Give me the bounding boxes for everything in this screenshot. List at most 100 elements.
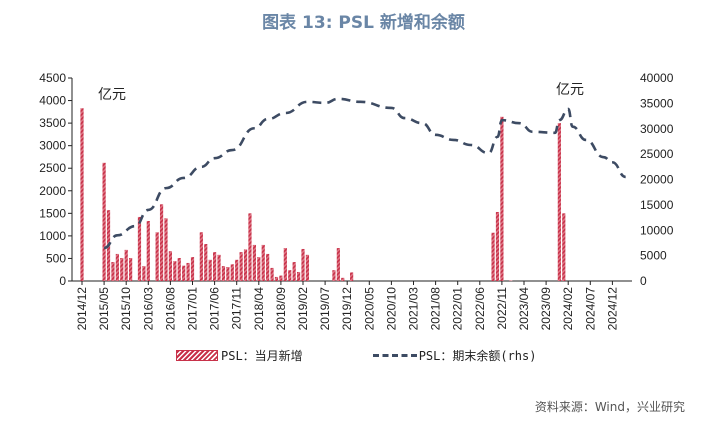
bar-2016-11 xyxy=(182,265,186,281)
bar-2024-01 xyxy=(562,213,566,281)
right-tick-label: 30000 xyxy=(640,122,674,136)
bar-2018-02 xyxy=(248,213,252,281)
x-tick-label: 2018/04 xyxy=(252,287,266,331)
bar-2020-01 xyxy=(350,272,354,281)
right-tick-label: 25000 xyxy=(640,147,674,161)
x-tick-label: 2015/05 xyxy=(97,287,111,331)
bar-2015-10 xyxy=(124,249,128,281)
x-tick-label: 2023/09 xyxy=(539,287,553,331)
bar-2019-03 xyxy=(305,254,310,281)
bar-2018-04 xyxy=(257,257,261,281)
right-tick-label: 15000 xyxy=(640,198,674,212)
x-tick-label: 2017/06 xyxy=(208,287,222,331)
bar-2016-08 xyxy=(168,251,172,281)
bar-2018-07 xyxy=(270,267,274,281)
bar-2016-10 xyxy=(177,257,181,281)
bar-2019-10 xyxy=(336,248,340,281)
x-tick-label: 2021/03 xyxy=(407,287,421,331)
x-tick-label: 2015/10 xyxy=(119,287,133,331)
bar-2018-06 xyxy=(266,253,270,281)
bar-2017-07 xyxy=(217,254,221,281)
bar-2018-03 xyxy=(252,244,256,281)
bar-2022-10 xyxy=(495,211,500,281)
bar-2018-01 xyxy=(243,249,248,281)
chart-title: 图表 13: PSL 新增和余额 xyxy=(262,13,465,33)
left-axis-unit: 亿元 xyxy=(98,87,126,103)
x-tick-label: 2014/12 xyxy=(75,287,89,331)
source-note: 资料来源：Wind，兴业研究 xyxy=(534,400,685,414)
bar-2016-12 xyxy=(186,262,190,281)
right-tick-label: 0 xyxy=(640,274,647,288)
x-tick-label: 2024/12 xyxy=(605,287,619,331)
bar-2017-06 xyxy=(213,252,217,281)
left-tick-label: 1500 xyxy=(39,206,66,220)
left-tick-label: 1000 xyxy=(39,229,66,243)
bar-2018-05 xyxy=(261,244,265,281)
bar-2016-09 xyxy=(173,261,177,281)
bar-2018-08 xyxy=(274,276,279,281)
bar-2018-10 xyxy=(283,248,287,281)
bar-2019-11 xyxy=(341,277,345,281)
bar-2017-12 xyxy=(239,252,243,281)
x-tick-label: 2017/01 xyxy=(186,287,200,331)
x-tick-label: 2016/08 xyxy=(163,287,177,331)
x-tick-label: 2020/05 xyxy=(362,287,376,331)
bar-2018-09 xyxy=(279,275,283,281)
legend-bar-swatch xyxy=(176,350,218,361)
left-tick-label: 0 xyxy=(59,274,66,288)
x-tick-label: 2018/09 xyxy=(274,287,288,331)
left-tick-label: 4000 xyxy=(39,94,66,108)
bar-2016-02 xyxy=(142,266,146,281)
left-tick-label: 3500 xyxy=(39,116,66,130)
left-tick-label: 2500 xyxy=(39,161,66,175)
bar-2015-08 xyxy=(115,253,119,281)
legend-bar-label: PSL：当月新增 xyxy=(221,349,303,363)
bar-2019-09 xyxy=(332,270,336,281)
x-tick-label: 2016/03 xyxy=(141,287,155,331)
balance-line xyxy=(103,97,627,250)
bar-2017-03 xyxy=(199,232,203,281)
bar-2023-01 xyxy=(509,280,513,282)
bar-2022-09 xyxy=(491,232,495,281)
bar-2017-09 xyxy=(226,267,230,281)
bar-2015-07 xyxy=(111,262,115,281)
legend: PSL：当月新增 PSL：期末余额(rhs) xyxy=(176,347,537,364)
left-tick-label: 3000 xyxy=(39,139,66,153)
left-tick-label: 2000 xyxy=(39,184,66,198)
bar-2017-01 xyxy=(190,257,195,281)
bar-2017-04 xyxy=(204,244,208,281)
bar-2016-05 xyxy=(155,232,159,281)
legend-line-swatch xyxy=(372,354,417,357)
left-tick-label: 500 xyxy=(46,251,66,265)
x-tick-label: 2024/07 xyxy=(583,287,597,331)
bar-2015-09 xyxy=(120,257,124,281)
bar-2014-12 xyxy=(80,108,84,281)
x-tick-label: 2022/11 xyxy=(495,287,509,330)
x-tick-label: 2022/06 xyxy=(473,287,487,331)
x-tick-label: 2017/11 xyxy=(230,287,244,330)
bar-2015-05 xyxy=(102,162,106,281)
bar-2022-11 xyxy=(500,116,504,281)
bar-2015-11 xyxy=(129,257,133,281)
x-tick-label: 2024/02 xyxy=(561,287,575,331)
x-tick-label: 2022/01 xyxy=(451,287,465,331)
right-tick-label: 35000 xyxy=(640,96,674,110)
right-tick-label: 5000 xyxy=(640,249,667,263)
bar-2017-08 xyxy=(221,266,226,281)
bar-2017-05 xyxy=(208,259,212,281)
bar-2019-02 xyxy=(301,248,305,281)
right-axis-unit: 亿元 xyxy=(556,82,584,98)
right-tick-label: 20000 xyxy=(640,173,674,187)
right-tick-label: 10000 xyxy=(640,223,674,237)
bar-2018-12 xyxy=(292,262,296,281)
legend-line-label: PSL：期末余额(rhs) xyxy=(418,349,537,363)
left-tick-label: 4500 xyxy=(39,71,66,85)
x-tick-label: 2019/02 xyxy=(296,287,310,331)
bar-2018-11 xyxy=(288,270,292,281)
x-tick-label: 2020/10 xyxy=(384,287,398,331)
x-tick-label: 2019/12 xyxy=(340,287,354,331)
bar-2017-11 xyxy=(235,259,239,281)
x-tick-label: 2021/08 xyxy=(429,287,443,331)
bar-2016-03 xyxy=(146,221,150,281)
